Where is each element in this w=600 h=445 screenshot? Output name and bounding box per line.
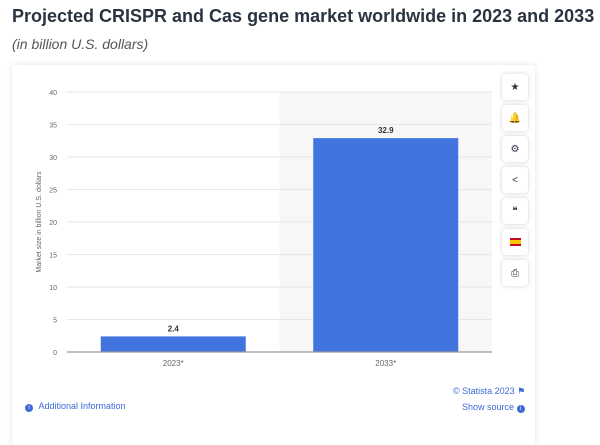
- toolbar: ★ 🔔 ⚙ < ❝ ⎙: [502, 74, 528, 291]
- y-tick-label: 10: [49, 285, 57, 292]
- x-tick-label: 2033*: [375, 359, 396, 368]
- quote-icon: ❝: [512, 205, 518, 217]
- y-tick-label: 30: [49, 155, 57, 162]
- show-source-label: Show source: [462, 402, 515, 412]
- y-tick-label: 40: [49, 90, 57, 97]
- share-icon: <: [512, 174, 518, 186]
- additional-info-link[interactable]: i Additional Information: [25, 401, 126, 412]
- y-tick-label: 20: [49, 220, 57, 227]
- bell-icon: 🔔: [508, 112, 522, 124]
- gear-button[interactable]: ⚙: [502, 136, 528, 162]
- y-axis-label: Market size in billion U.S. dollars: [36, 171, 43, 273]
- data-label: 2.4: [168, 324, 180, 333]
- y-tick-label: 0: [53, 350, 57, 357]
- y-tick-label: 5: [53, 318, 57, 325]
- star-button[interactable]: ★: [502, 74, 528, 100]
- share-button[interactable]: <: [502, 167, 528, 193]
- y-tick-label: 35: [49, 123, 57, 130]
- show-source-link[interactable]: Show source i: [462, 402, 525, 413]
- info-icon: i: [25, 404, 33, 412]
- bar-chart: 0 5 10 15 20 25 30 35 40 Market size in billion U…: [36, 90, 492, 368]
- bell-button[interactable]: 🔔: [502, 105, 528, 131]
- print-icon: ⎙: [511, 267, 519, 279]
- bar: [100, 336, 246, 352]
- data-label: 32.9: [378, 126, 394, 135]
- gear-icon: ⚙: [510, 143, 520, 155]
- flag-icon: ⚑: [517, 386, 526, 396]
- x-tick-label: 2023*: [163, 359, 184, 368]
- copyright-link[interactable]: © Statista 2023 ⚑: [453, 386, 525, 397]
- quote-button[interactable]: ❝: [502, 198, 528, 224]
- bar: [313, 138, 459, 352]
- y-tick-label: 25: [49, 188, 57, 195]
- flag-spain-button[interactable]: [502, 229, 528, 255]
- y-tick-label: 15: [49, 253, 57, 260]
- star-icon: ★: [510, 81, 520, 93]
- print-button[interactable]: ⎙: [502, 260, 528, 286]
- page-subtitle: (in billion U.S. dollars): [12, 36, 149, 52]
- copyright-label: © Statista 2023: [453, 386, 515, 396]
- additional-info-label: Additional Information: [38, 401, 126, 411]
- info-icon: i: [516, 405, 525, 413]
- page-title: Projected CRISPR and Cas gene market wor…: [12, 6, 595, 26]
- flag-spain-icon: [509, 238, 521, 246]
